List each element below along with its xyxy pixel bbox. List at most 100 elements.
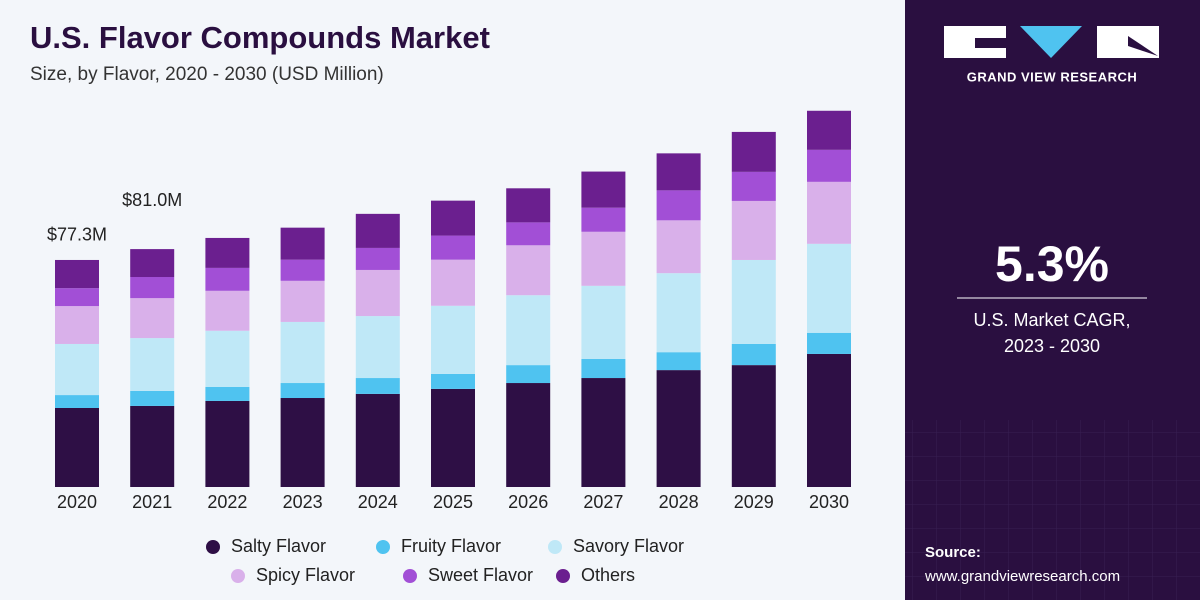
x-tick-label: 2027 [583, 492, 623, 512]
legend-label: Fruity Flavor [401, 536, 501, 556]
bar-segment [55, 259, 99, 289]
bar-segment [130, 249, 175, 278]
bar-segment [280, 398, 325, 487]
logo-shape [975, 38, 1006, 48]
chart-subtitle: Size, by Flavor, 2020 - 2030 (USD Millio… [30, 64, 384, 85]
sidebar-pattern [905, 420, 1200, 600]
legend-marker [548, 540, 562, 554]
x-tick-label: 2023 [283, 492, 323, 512]
bar-segment [581, 207, 626, 232]
bar-segment [130, 277, 175, 299]
bar-segment [130, 298, 175, 339]
plot: 2020 $77.3M 2021 $81.0M 2022 2023 2024 2025 2026… [47, 110, 851, 512]
bar-segment [205, 267, 250, 291]
bar-segment [355, 393, 400, 487]
bar-segment [55, 407, 99, 487]
bar-segment [205, 400, 250, 487]
x-tick-label: 2022 [207, 492, 247, 512]
bar-segment [355, 269, 400, 317]
bar-segment [506, 383, 551, 487]
bar-segment [280, 259, 325, 281]
bar-segment [731, 343, 776, 366]
bar-segment [807, 149, 851, 182]
bar-segment [731, 259, 776, 344]
bar-segment [731, 200, 776, 260]
brand-name: GRAND VIEW RESEARCH [967, 69, 1138, 84]
bar-segment [807, 181, 851, 244]
source-label: Source: [925, 544, 981, 561]
bar-segment [581, 285, 626, 359]
bar-segment [656, 273, 701, 353]
legend-label: Salty Flavor [231, 536, 326, 556]
legend-marker [556, 569, 570, 583]
legend-label: Sweet Flavor [428, 565, 533, 585]
bar-segment [280, 383, 325, 399]
bar-segment [205, 290, 250, 331]
bar-segment [55, 343, 99, 396]
bar-segment [807, 110, 851, 150]
x-tick-label: 2024 [358, 492, 398, 512]
bar-segment [656, 153, 701, 191]
legend-marker [206, 540, 220, 554]
x-tick-label: 2021 [132, 492, 172, 512]
x-tick-label: 2028 [659, 492, 699, 512]
cagr-label: 2023 - 2030 [1004, 336, 1100, 356]
bar-segment [506, 188, 551, 223]
bar-segment [431, 373, 475, 389]
bar-segment [581, 358, 626, 379]
bar-segment [205, 386, 250, 401]
bar-segment [731, 131, 776, 172]
legend-label: Others [581, 565, 635, 585]
logo [944, 26, 1159, 58]
bar-segment [280, 227, 325, 260]
bar-segment [807, 243, 851, 333]
total-label: $81.0M [122, 190, 182, 210]
bar-segment [130, 390, 175, 406]
bar-segment [355, 213, 400, 248]
bar-segment [280, 280, 325, 322]
bar-segment [731, 365, 776, 487]
legend-marker [403, 569, 417, 583]
bar-segment [506, 365, 551, 384]
bar-segment [130, 405, 175, 487]
bar-segment [431, 305, 475, 374]
bar-segment [581, 171, 626, 208]
bar-segment [506, 295, 551, 366]
legend-marker [231, 569, 245, 583]
bar-segment [55, 306, 99, 344]
x-tick-label: 2026 [508, 492, 548, 512]
logo-shape [1020, 26, 1082, 58]
bar-segment [431, 200, 475, 236]
legend: Salty Flavor Fruity Flavor Savory Flavor Sp… [206, 536, 684, 585]
x-tick-label: 2020 [57, 492, 97, 512]
legend-label: Savory Flavor [573, 536, 684, 556]
bar-segment [656, 190, 701, 221]
bar-segment [431, 388, 475, 487]
bar-segment [431, 259, 475, 306]
x-tick-label: 2030 [809, 492, 849, 512]
bar-segment [205, 237, 250, 268]
bar-segment [506, 245, 551, 296]
logo-shape [1128, 36, 1158, 56]
source-url: www.grandviewresearch.com [924, 568, 1120, 585]
bar-segment [656, 220, 701, 274]
total-label: $77.3M [47, 225, 107, 245]
bar-segment [355, 316, 400, 379]
cagr-label: U.S. Market CAGR, [973, 310, 1130, 330]
bar-segment [205, 330, 250, 387]
bar-segment [130, 338, 175, 391]
chart-title: U.S. Flavor Compounds Market [30, 20, 490, 55]
x-tick-label: 2025 [433, 492, 473, 512]
x-tick-label: 2029 [734, 492, 774, 512]
bar-segment [355, 378, 400, 394]
legend-label: Spicy Flavor [256, 565, 355, 585]
bar-segment [731, 171, 776, 201]
bar-segment [807, 332, 851, 354]
bar-segment [355, 247, 400, 270]
bar-segment [656, 370, 701, 487]
bar-segment [55, 288, 99, 307]
legend-marker [376, 540, 390, 554]
bar-segment [807, 353, 851, 487]
cagr-value: 5.3% [995, 236, 1109, 292]
